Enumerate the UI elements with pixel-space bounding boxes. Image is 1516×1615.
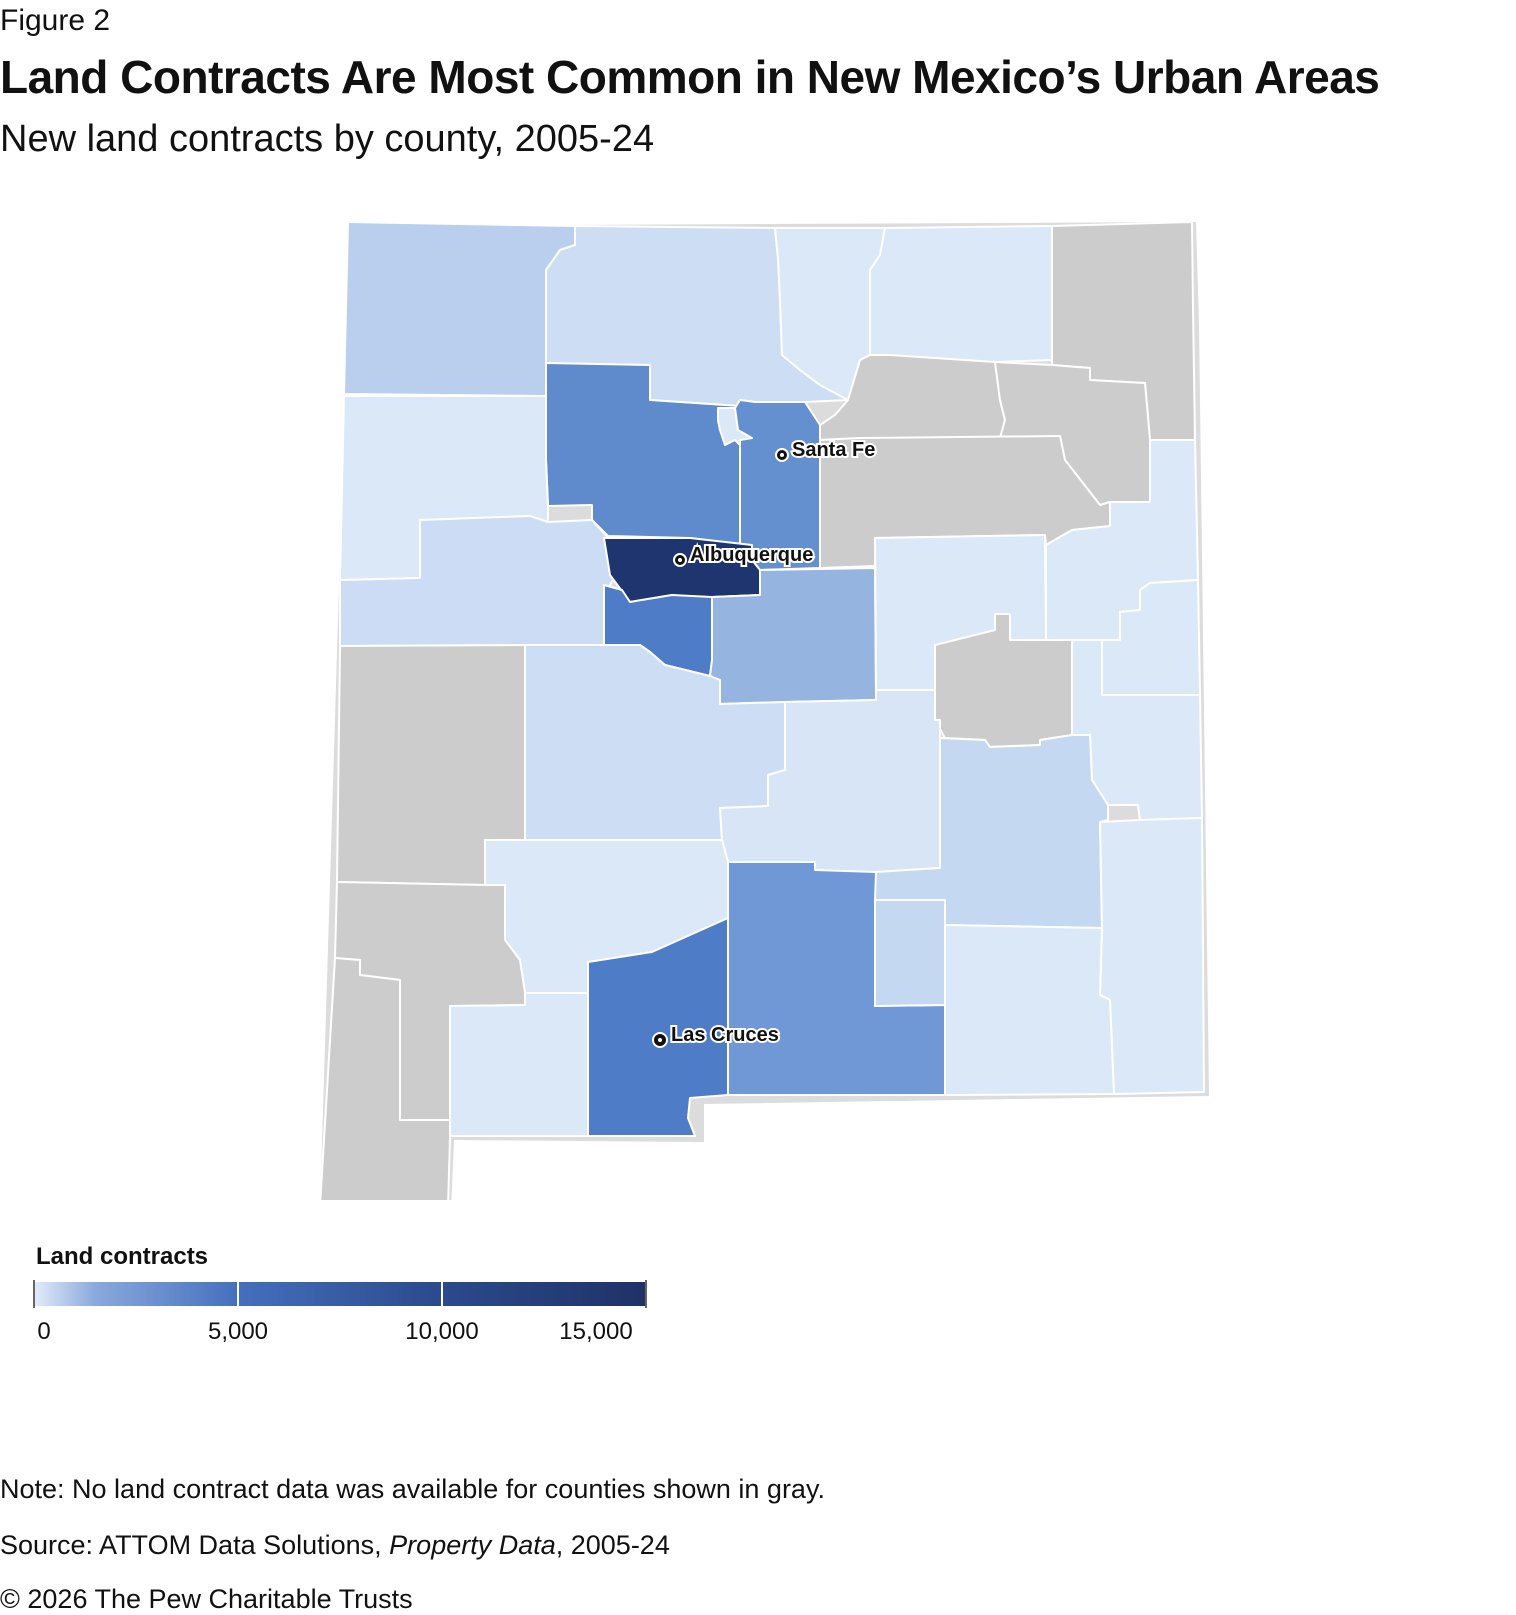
- county-hidalgo: [319, 957, 451, 1200]
- legend-tick-label: 0: [37, 1318, 51, 1345]
- legend-tick-label: 15,000: [559, 1318, 633, 1345]
- county-luna: [449, 992, 589, 1137]
- city-label: Las Cruces: [671, 1024, 779, 1046]
- city-las-cruces: Las Cruces: [652, 1022, 781, 1048]
- county-chaves-southwest: [874, 899, 946, 1007]
- chart-subtitle: New land contracts by county, 2005-24: [0, 118, 655, 160]
- legend-gradient-bar: [34, 1282, 646, 1306]
- source-prefix: Source: ATTOM Data Solutions,: [0, 1530, 390, 1560]
- note: Note: No land contract data was availabl…: [0, 1474, 825, 1504]
- color-scale-legend: [33, 1280, 647, 1308]
- county-eddy: [944, 924, 1115, 1096]
- legend-tick-label: 10,000: [405, 1318, 479, 1345]
- county-cibola: [339, 515, 623, 647]
- source-line: Source: ATTOM Data Solutions, Property D…: [0, 1530, 670, 1561]
- county-dona-ana: [587, 917, 729, 1137]
- county-san-juan: [343, 221, 576, 397]
- figure-label: Figure 2: [0, 4, 111, 37]
- source-title: Property Data: [389, 1530, 556, 1560]
- chart-title: Land Contracts Are Most Common in New Me…: [0, 51, 1380, 103]
- legend-title: Land contracts: [36, 1243, 209, 1270]
- city-label: Albuquerque: [690, 544, 813, 566]
- county-lea: [1099, 817, 1205, 1095]
- copyright: © 2026 The Pew Charitable Trusts: [0, 1584, 413, 1614]
- city-label: Santa Fe: [792, 439, 875, 461]
- city-albuquerque: Albuquerque: [673, 542, 815, 568]
- legend-tick-label: 5,000: [207, 1318, 269, 1345]
- city-santa-fe: Santa Fe: [775, 437, 877, 463]
- county-colfax: [869, 225, 1053, 363]
- source-suffix: , 2005-24: [555, 1530, 670, 1560]
- new-mexico-county-map: Santa Fe Albuquerque Las Cruces: [319, 221, 1209, 1200]
